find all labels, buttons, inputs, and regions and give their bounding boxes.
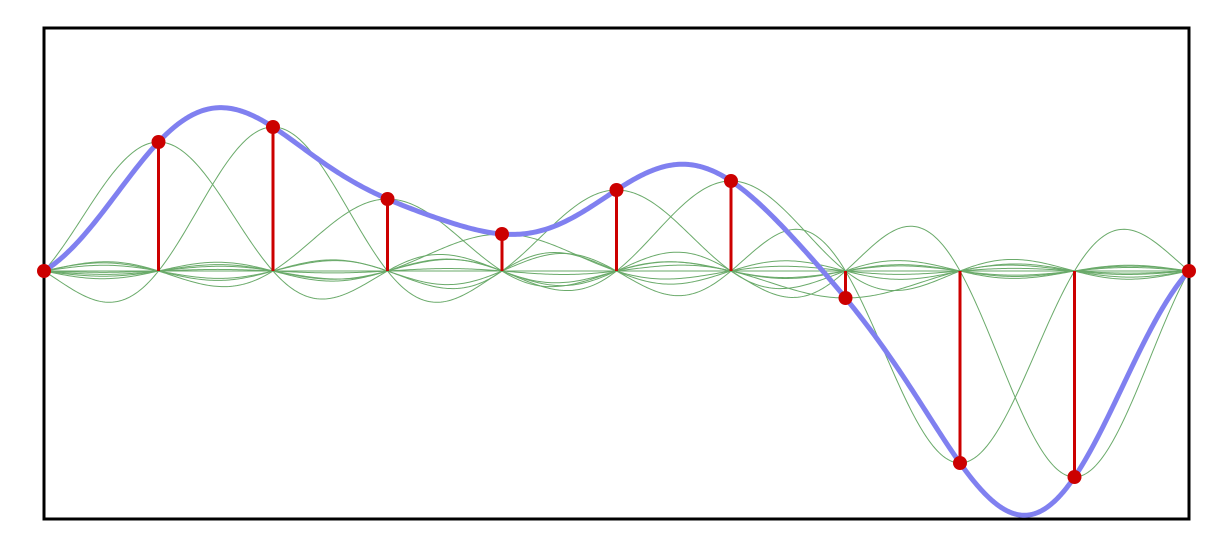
sample-point xyxy=(724,174,738,188)
sample-point xyxy=(151,135,166,149)
sample-point xyxy=(380,192,395,206)
sample-point xyxy=(1182,264,1196,278)
sample-point xyxy=(37,264,51,278)
sample-point xyxy=(266,120,280,134)
plot-frame xyxy=(42,26,1191,521)
sample-point xyxy=(953,456,967,470)
interpolated-curve xyxy=(42,105,1191,518)
sample-point xyxy=(609,183,624,197)
sample-point xyxy=(1067,470,1082,484)
sample-point xyxy=(838,291,853,305)
sample-point xyxy=(495,227,509,241)
